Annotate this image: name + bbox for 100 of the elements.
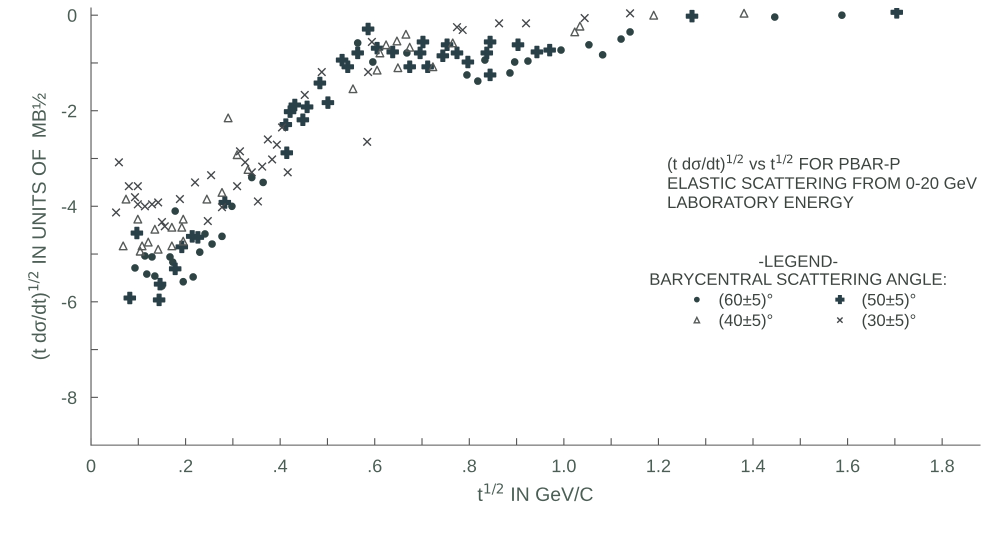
x-tick-label: 0 bbox=[86, 459, 96, 472]
point bbox=[838, 11, 846, 20]
point bbox=[208, 240, 216, 248]
point bbox=[296, 114, 310, 126]
point bbox=[130, 192, 140, 202]
point bbox=[317, 68, 326, 77]
point bbox=[348, 84, 358, 94]
point bbox=[177, 222, 186, 232]
point bbox=[367, 37, 376, 46]
point bbox=[232, 150, 242, 160]
legend-label: (50±5)° bbox=[862, 293, 916, 309]
point bbox=[626, 28, 634, 36]
point bbox=[131, 264, 139, 272]
point bbox=[114, 158, 124, 167]
x-tick-label: .4 bbox=[274, 460, 288, 472]
point bbox=[189, 273, 197, 281]
x-tick-label: 1.4 bbox=[742, 460, 766, 472]
point bbox=[228, 202, 236, 210]
point bbox=[118, 241, 128, 250]
point bbox=[203, 216, 212, 226]
point bbox=[190, 178, 200, 187]
point bbox=[770, 13, 779, 21]
point bbox=[510, 58, 519, 66]
point bbox=[258, 162, 267, 172]
y-tick-label: -4 bbox=[62, 200, 77, 213]
point bbox=[649, 10, 658, 20]
point bbox=[322, 96, 334, 109]
legend-label: (60±5)° bbox=[720, 293, 772, 309]
point bbox=[124, 292, 136, 304]
point bbox=[372, 66, 382, 75]
point bbox=[403, 60, 416, 74]
point bbox=[259, 178, 267, 186]
point bbox=[580, 14, 590, 23]
point bbox=[494, 18, 504, 28]
y-axis-title: (t dσ/dt)$^{1/2}$ IN UNITS OF MB½ bbox=[28, 93, 50, 360]
point bbox=[598, 51, 606, 59]
point bbox=[112, 208, 121, 217]
point bbox=[202, 194, 212, 204]
point bbox=[314, 76, 326, 90]
x-tick-label: .6 bbox=[368, 459, 382, 472]
point bbox=[248, 174, 256, 182]
point bbox=[405, 42, 414, 52]
point bbox=[524, 57, 532, 65]
point bbox=[196, 248, 204, 256]
point bbox=[484, 36, 496, 48]
point bbox=[157, 218, 166, 227]
legend-title: -LEGEND- BARYCENTRAL SCATTERING ANGLE: bbox=[650, 255, 946, 286]
annotation: (t dσ/dt)$^{1/2}$ vs t$^{1/2}$ FOR PBAR-P ELASTIC SCATTERING FROM 0-20 GeV LABORATORY ENERGY bbox=[668, 154, 977, 208]
point bbox=[218, 232, 226, 240]
point bbox=[342, 60, 354, 74]
point bbox=[436, 50, 450, 62]
point bbox=[512, 38, 524, 52]
point bbox=[543, 44, 556, 56]
point bbox=[166, 253, 174, 261]
point bbox=[382, 40, 391, 50]
point bbox=[138, 241, 147, 250]
point bbox=[168, 262, 182, 276]
point bbox=[450, 46, 464, 60]
point bbox=[167, 241, 176, 250]
x-tick-label: .2 bbox=[180, 459, 192, 472]
point bbox=[136, 246, 145, 256]
legend-label: (40±5)° bbox=[720, 314, 772, 330]
point bbox=[167, 222, 176, 232]
point bbox=[151, 272, 159, 280]
point bbox=[178, 236, 188, 246]
point bbox=[160, 222, 170, 231]
point bbox=[386, 46, 399, 58]
x-tick-label: 1.2 bbox=[647, 459, 670, 472]
point bbox=[240, 158, 250, 167]
point bbox=[235, 146, 244, 156]
point bbox=[686, 10, 698, 22]
point bbox=[300, 90, 310, 100]
point bbox=[354, 39, 362, 47]
point bbox=[142, 270, 151, 278]
point bbox=[369, 58, 377, 66]
point bbox=[154, 278, 166, 290]
point bbox=[179, 278, 188, 286]
point bbox=[154, 244, 163, 254]
point bbox=[458, 25, 468, 35]
point bbox=[268, 154, 277, 164]
point bbox=[178, 214, 188, 224]
point bbox=[224, 113, 233, 122]
point bbox=[133, 214, 142, 224]
point bbox=[148, 253, 156, 261]
point bbox=[130, 226, 144, 240]
point bbox=[364, 68, 373, 77]
point bbox=[416, 36, 430, 48]
point bbox=[392, 36, 402, 46]
x-tick-label: .8 bbox=[463, 459, 476, 472]
point bbox=[480, 46, 494, 60]
point bbox=[253, 196, 262, 206]
x-axis-title: t$^{1/2}$ IN GeV/C bbox=[478, 483, 593, 502]
point bbox=[890, 8, 904, 19]
point bbox=[448, 38, 458, 48]
point bbox=[300, 100, 314, 114]
point bbox=[414, 46, 426, 60]
point bbox=[570, 27, 580, 36]
point bbox=[428, 62, 438, 72]
point bbox=[626, 8, 635, 18]
point bbox=[530, 46, 544, 58]
